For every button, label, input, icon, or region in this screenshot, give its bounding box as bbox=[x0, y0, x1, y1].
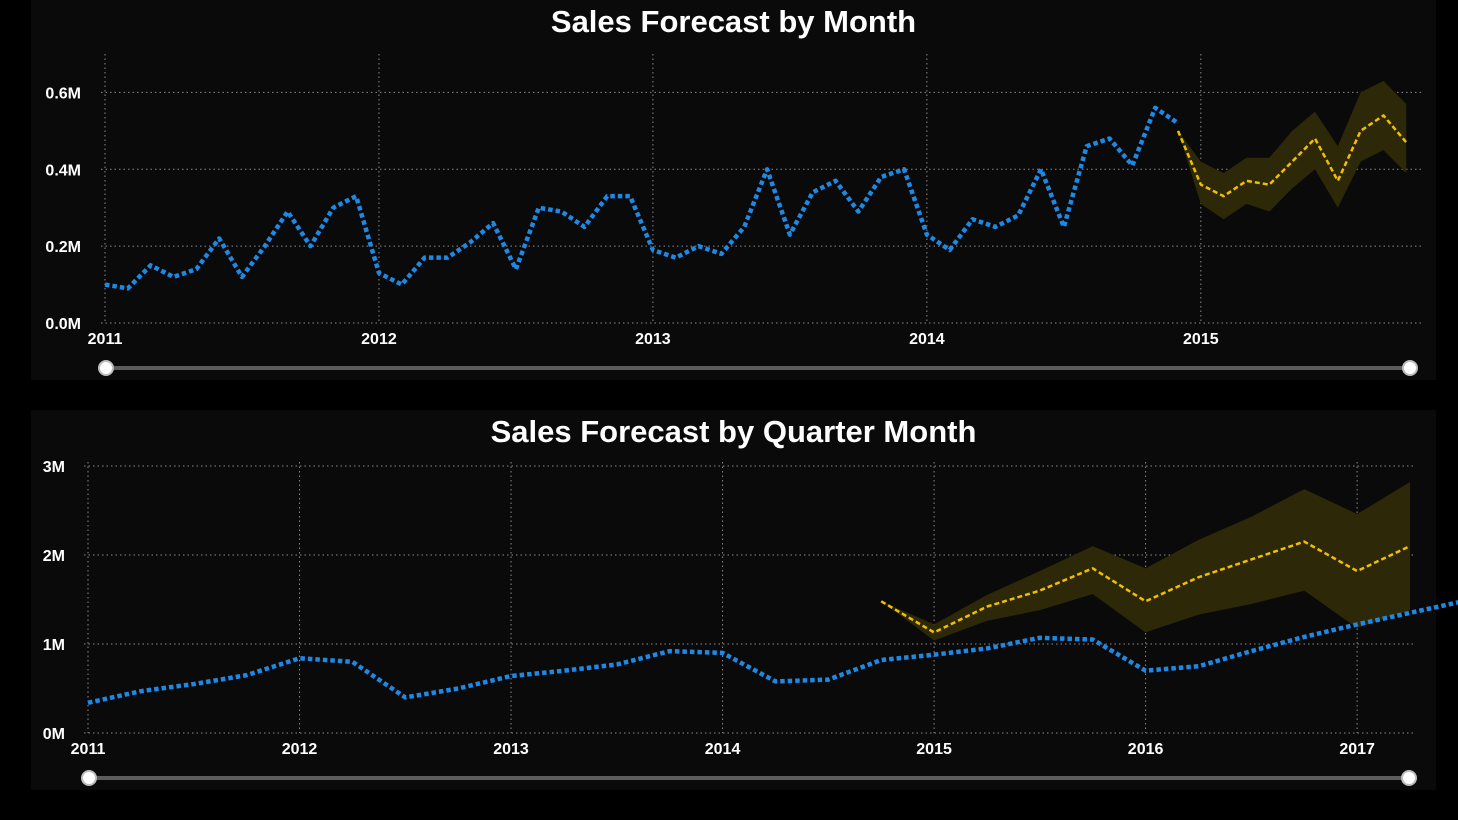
actual-sales-line bbox=[87, 600, 1458, 705]
y-tick-label: 0.2M bbox=[45, 239, 81, 256]
monthly-forecast-panel: Sales Forecast by Month 0.0M 0.2M 0.4M 0.6M… bbox=[31, 0, 1436, 380]
quarterly-range-slider-end-handle[interactable] bbox=[1401, 770, 1417, 786]
forecast-confidence-band bbox=[1178, 80, 1407, 220]
quarterly-forecast-chart: 0M 1M 2M 3M 2011 2012 2013 2014 2015 2016 2017 bbox=[43, 459, 1458, 758]
y-tick-label: 0.0M bbox=[45, 316, 81, 333]
quarterly-range-slider-start-handle[interactable] bbox=[81, 770, 97, 786]
quarterly-forecast-panel: Sales Forecast by Quarter Month 0M 1M 2M 3M… bbox=[31, 410, 1458, 790]
forecast-confidence-band bbox=[881, 482, 1410, 641]
y-tick-label: 3M bbox=[43, 459, 65, 476]
x-tick-label: 2014 bbox=[705, 741, 741, 758]
x-tick-label: 2011 bbox=[71, 741, 106, 758]
x-tick-label: 2011 bbox=[88, 331, 123, 348]
forecast-sales-line bbox=[1176, 114, 1408, 198]
x-tick-label: 2017 bbox=[1339, 741, 1375, 758]
y-tick-label: 0M bbox=[43, 726, 65, 743]
quarterly-chart-title: Sales Forecast by Quarter Month bbox=[490, 414, 977, 449]
monthly-range-slider-start-handle[interactable] bbox=[98, 360, 114, 376]
x-tick-label: 2014 bbox=[909, 331, 945, 348]
monthly-forecast-chart: 0.0M 0.2M 0.4M 0.6M 2011 2012 2013 2014 2015 bbox=[45, 54, 1424, 348]
y-tick-label: 2M bbox=[43, 548, 65, 565]
x-tick-label: 2013 bbox=[635, 331, 671, 348]
monthly-range-slider-track[interactable] bbox=[105, 366, 1410, 370]
quarterly-range-slider-track[interactable] bbox=[88, 776, 1408, 780]
y-tick-label: 0.4M bbox=[45, 162, 81, 179]
x-tick-label: 2015 bbox=[916, 741, 952, 758]
x-tick-label: 2013 bbox=[493, 741, 529, 758]
forecast-sales-line bbox=[880, 540, 1411, 634]
monthly-chart-title: Sales Forecast by Month bbox=[550, 4, 917, 39]
x-tick-label: 2016 bbox=[1128, 741, 1164, 758]
x-tick-label: 2012 bbox=[361, 331, 397, 348]
actual-sales-line bbox=[104, 105, 1180, 291]
y-tick-label: 1M bbox=[43, 637, 65, 654]
x-tick-label: 2015 bbox=[1183, 331, 1219, 348]
y-tick-label: 0.6M bbox=[45, 85, 81, 102]
x-tick-label: 2012 bbox=[282, 741, 318, 758]
monthly-range-slider-end-handle[interactable] bbox=[1402, 360, 1418, 376]
